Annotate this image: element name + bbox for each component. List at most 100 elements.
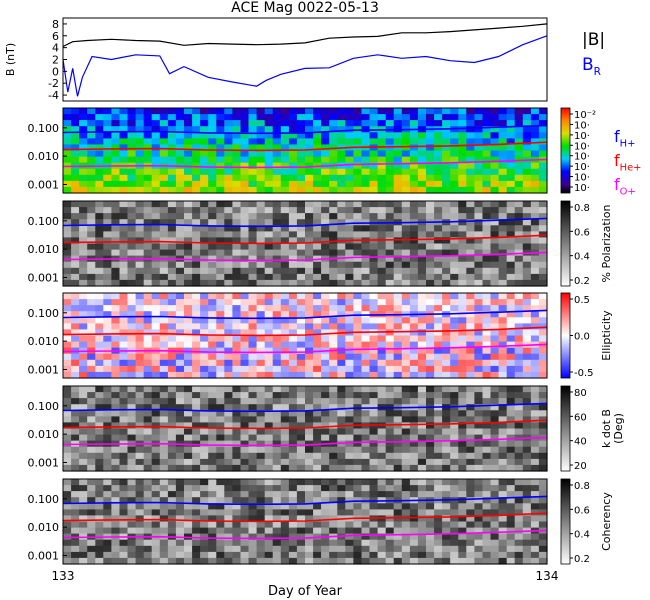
heatmap-cell	[127, 464, 137, 472]
heatmap-cell	[393, 365, 403, 373]
heatmap-cell	[522, 458, 532, 466]
heatmap-cell	[321, 353, 330, 361]
heatmap-cell	[442, 392, 451, 399]
heatmap-cell	[305, 299, 314, 306]
heatmap-cell	[458, 108, 467, 115]
heatmap-cell	[119, 509, 129, 517]
heatmap-cell	[127, 446, 137, 454]
heatmap-cell	[506, 261, 516, 269]
heatmap-cell	[409, 479, 419, 486]
heatmap-cell	[409, 114, 419, 121]
heatmap-cell	[482, 485, 492, 492]
heatmap-cell	[87, 231, 96, 239]
heatmap-cell	[353, 416, 363, 424]
heatmap-cell	[361, 132, 371, 139]
heatmap-cell	[175, 120, 185, 127]
heatmap-cell	[288, 207, 298, 214]
heatmap-cell	[232, 150, 242, 158]
heatmap-cell	[538, 440, 548, 448]
heatmap-cell	[95, 416, 104, 424]
heatmap-cell	[296, 422, 306, 430]
heatmap-cell	[184, 521, 193, 529]
gyrofrequency-line-fhe	[62, 141, 548, 152]
heatmap-cell	[184, 329, 193, 337]
heatmap-cell	[353, 479, 363, 486]
heatmap-cell	[474, 533, 484, 541]
heatmap-cell	[216, 479, 225, 486]
heatmap-cell	[434, 557, 443, 565]
heatmap-cell	[345, 255, 354, 263]
heatmap-cell	[353, 503, 363, 510]
heatmap-cell	[522, 299, 532, 306]
heatmap-cell	[353, 207, 363, 214]
heatmap-cell	[87, 365, 96, 373]
heatmap-cell	[337, 201, 346, 208]
heatmap-cell	[151, 114, 161, 121]
heatmap-cell	[369, 503, 379, 510]
heatmap-cell	[224, 120, 233, 127]
heatmap-cell	[538, 479, 548, 486]
heatmap-cell	[272, 347, 282, 355]
heatmap-cell	[224, 225, 233, 232]
heatmap-cell	[95, 521, 104, 529]
heatmap-cell	[119, 329, 129, 337]
heatmap-cell	[434, 114, 443, 121]
heatmap-cell	[95, 509, 104, 517]
heatmap-cell	[474, 557, 484, 565]
heatmap-cell	[450, 255, 459, 263]
heatmap-cell	[95, 174, 104, 182]
heatmap-cell	[482, 329, 492, 337]
heatmap-cell	[200, 219, 209, 226]
heatmap-cell	[111, 144, 121, 152]
heatmap-cell	[71, 126, 80, 133]
colorbar-label: Ellipticity	[600, 310, 613, 361]
heatmap-cell	[514, 353, 524, 361]
heatmap-cell	[522, 168, 532, 176]
heatmap-cell	[143, 392, 153, 399]
heatmap-cell	[361, 446, 371, 454]
heatmap-cell	[175, 114, 185, 121]
heatmap-cell	[63, 557, 72, 565]
heatmap-cell	[63, 521, 72, 529]
heatmap-cell	[417, 533, 427, 541]
heatmap-cell	[151, 237, 161, 245]
heatmap-cell	[248, 539, 258, 547]
heatmap-cell	[385, 440, 395, 448]
heatmap-cell	[119, 186, 129, 194]
heatmap-cell	[393, 144, 403, 152]
heatmap-cell	[458, 267, 467, 275]
heatmap-cell	[151, 231, 161, 239]
heatmap-cell	[498, 329, 508, 337]
heatmap-cell	[329, 132, 338, 139]
heatmap-cell	[111, 138, 121, 146]
heatmap-cell	[240, 317, 250, 324]
heatmap-cell	[466, 491, 475, 498]
heatmap-cell	[490, 299, 500, 306]
heatmap-cell	[216, 341, 225, 349]
heatmap-cell	[377, 359, 387, 367]
heatmap-cell	[450, 335, 459, 343]
heatmap-cell	[71, 386, 80, 393]
heatmap-cell	[345, 458, 354, 466]
heatmap-cell	[256, 551, 266, 559]
heatmap-cell	[482, 126, 492, 133]
heatmap-cell	[192, 533, 201, 541]
heatmap-cell	[111, 311, 121, 318]
heatmap-cell	[143, 249, 153, 257]
heatmap-cell	[321, 225, 330, 232]
heatmap-cell	[482, 509, 492, 517]
heatmap-cell	[288, 255, 298, 263]
heatmap-cell	[159, 311, 169, 318]
heatmap-cell	[103, 491, 112, 498]
heatmap-cell	[538, 386, 548, 393]
heatmap-cell	[103, 144, 112, 152]
heatmap-cell	[192, 279, 201, 287]
heatmap-cell	[345, 545, 354, 553]
heatmap-cell	[530, 440, 540, 448]
heatmap-cell	[288, 398, 298, 405]
heatmap-cell	[143, 539, 153, 547]
heatmap-cell	[305, 207, 314, 214]
heatmap-cell	[490, 108, 500, 115]
heatmap-cell	[329, 293, 338, 300]
heatmap-cell	[522, 359, 532, 367]
